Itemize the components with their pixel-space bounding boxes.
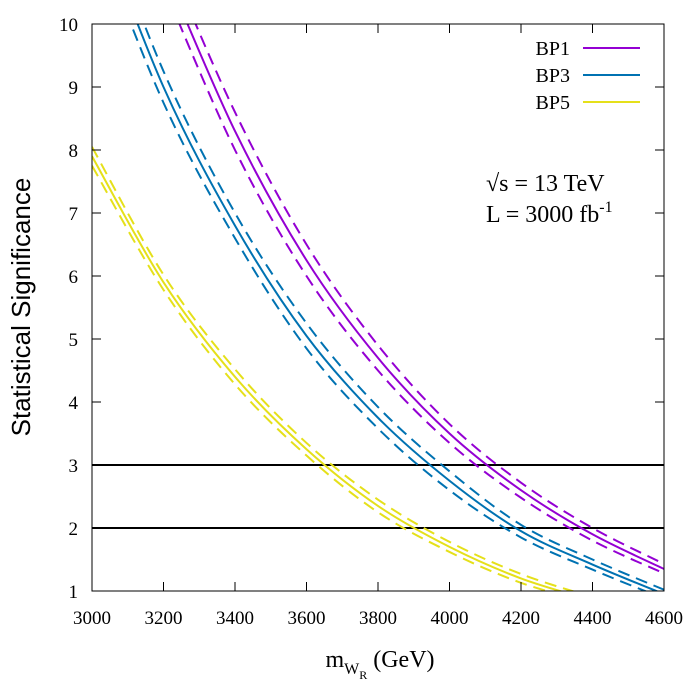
series-bp3-lower [129, 24, 648, 591]
x-axis-title-main: m [325, 647, 344, 673]
series-bp1-upper [194, 24, 664, 565]
x-tick-label: 4000 [431, 608, 469, 629]
x-tick-label: 4200 [502, 608, 540, 629]
x-tick-label: 3800 [359, 608, 397, 629]
legend-label-bp5: BP5 [536, 92, 570, 114]
legend-label-bp1: BP1 [536, 38, 570, 60]
y-tick-label: 5 [69, 330, 79, 351]
y-tick-label: 2 [69, 519, 79, 540]
x-tick-label: 3200 [145, 608, 183, 629]
y-tick-label: 3 [69, 456, 79, 477]
series-bp5-lower [92, 165, 551, 591]
x-tick-label: 4600 [645, 608, 683, 629]
y-tick-label: 1 [69, 582, 79, 603]
x-axis-title-unit: (GeV) [367, 647, 434, 673]
y-tick-label: 10 [59, 15, 78, 36]
y-tick-label: 8 [69, 141, 79, 162]
series-bp5-line [92, 155, 564, 591]
y-tick-label: 6 [69, 267, 79, 288]
x-axis-title: mWR (GeV) [325, 647, 434, 682]
series-bp3-upper [143, 24, 664, 591]
series-bp3-line [136, 24, 659, 591]
lumi-prefix: L = 3000 fb [486, 202, 599, 228]
x-axis-title-sub: W [344, 661, 360, 678]
series-bp1-line [186, 24, 664, 570]
lumi-annotation: L = 3000 fb-1 [486, 199, 613, 228]
legend-label-bp3: BP3 [536, 65, 570, 87]
y-axis-title: Statistical Significance [6, 178, 36, 437]
x-tick-label: 3000 [73, 608, 111, 629]
x-tick-label: 3600 [288, 608, 326, 629]
x-tick-label: 3400 [216, 608, 254, 629]
y-tick-label: 9 [69, 78, 79, 99]
y-tick-label: 7 [69, 204, 79, 225]
y-tick-label: 4 [69, 393, 79, 414]
x-tick-label: 4400 [574, 608, 612, 629]
energy-annotation: √s = 13 TeV [486, 171, 605, 197]
series-bp5-upper [92, 146, 576, 591]
series-bp1-lower [178, 24, 664, 575]
lumi-exponent: -1 [599, 199, 612, 216]
legend: BP1 BP3 BP5 [536, 38, 640, 114]
x-axis-title-subsub: R [359, 668, 367, 682]
